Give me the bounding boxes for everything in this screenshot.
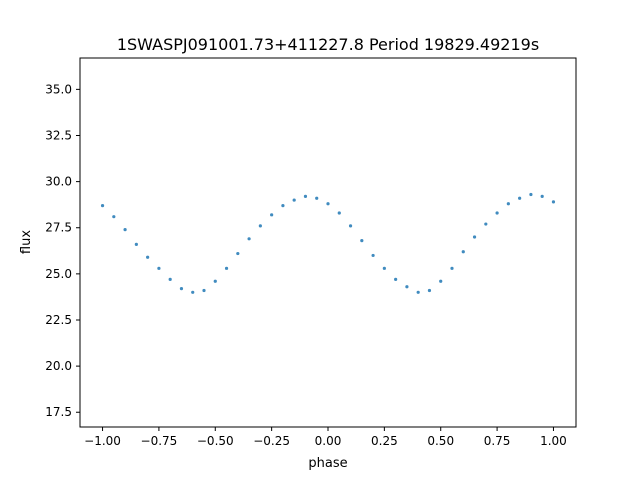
data-point [484, 222, 488, 226]
data-point [518, 196, 522, 200]
data-point [326, 202, 330, 206]
y-tick-label: 30.0 [45, 175, 72, 189]
data-point [506, 202, 510, 206]
x-tick-label: 0.00 [315, 434, 342, 448]
y-tick-label: 20.0 [45, 359, 72, 373]
data-point [146, 255, 150, 259]
data-point [371, 253, 375, 258]
data-point [360, 239, 364, 243]
x-axis: −1.00 −0.75 −0.50 −0.25 0.00 0.25 0.50 0.75 1.00 [84, 427, 567, 448]
data-point [540, 194, 544, 198]
data-point [405, 285, 409, 289]
data-point [191, 290, 195, 294]
x-tick-label: −1.00 [84, 434, 121, 448]
data-point [303, 194, 308, 198]
data-point [157, 266, 161, 270]
data-point [292, 198, 296, 202]
data-points [100, 192, 556, 294]
y-tick-label: 35.0 [45, 82, 72, 96]
data-point [382, 266, 386, 270]
x-tick-label: 0.25 [371, 434, 398, 448]
x-tick-label: −0.50 [197, 434, 234, 448]
data-point [179, 287, 184, 291]
data-point [100, 204, 105, 208]
data-point [439, 279, 443, 283]
data-point [315, 196, 319, 200]
data-point [134, 242, 138, 246]
y-tick-label: 17.5 [45, 405, 72, 419]
data-point [247, 237, 251, 241]
data-point [427, 288, 432, 293]
data-point [394, 277, 398, 281]
data-point [213, 279, 217, 283]
data-point [281, 204, 285, 208]
y-tick-label: 25.0 [45, 267, 72, 281]
data-point [202, 288, 206, 293]
data-point [348, 224, 353, 228]
data-point [416, 290, 420, 294]
data-point [551, 200, 556, 204]
y-axis-label: flux [19, 230, 34, 254]
data-point [461, 250, 465, 254]
data-point [168, 277, 172, 281]
x-tick-label: −0.75 [141, 434, 178, 448]
data-point [224, 266, 229, 270]
data-point [337, 211, 341, 215]
data-point [495, 211, 499, 215]
x-tick-label: −0.25 [253, 434, 290, 448]
plot-frame [79, 57, 577, 428]
data-point [529, 192, 533, 197]
y-axis: 17.5 20.0 22.5 25.0 27.5 30.0 32.5 35.0 [45, 82, 80, 419]
x-tick-label: 0.50 [427, 434, 454, 448]
x-tick-label: 0.75 [484, 434, 511, 448]
data-point [123, 227, 127, 232]
data-point [236, 251, 240, 256]
data-point [112, 215, 116, 219]
data-point [450, 266, 454, 270]
data-point [270, 213, 274, 217]
y-tick-label: 22.5 [45, 313, 72, 327]
y-tick-label: 32.5 [45, 128, 72, 142]
y-tick-label: 27.5 [45, 221, 72, 235]
x-tick-label: 1.00 [540, 434, 567, 448]
x-axis-label: phase [308, 456, 347, 471]
chart-title: 1SWASPJ091001.73+411227.8 Period 19829.4… [117, 35, 539, 54]
data-point [472, 235, 477, 239]
data-point [258, 224, 262, 228]
